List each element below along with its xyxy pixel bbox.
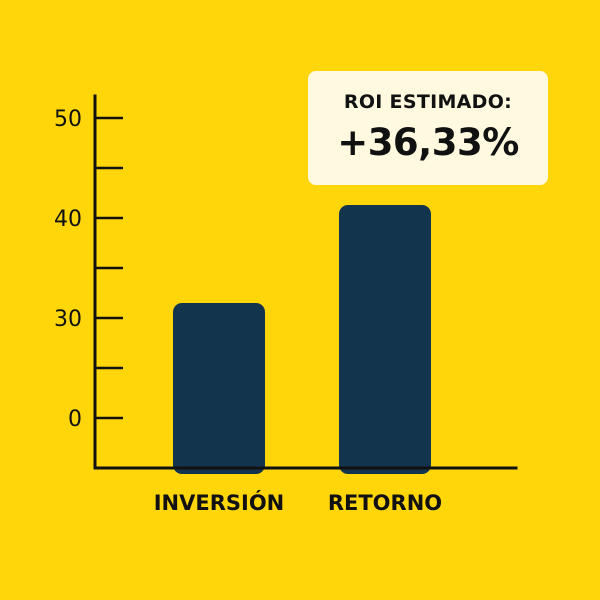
y-tick-label: 30: [54, 307, 82, 332]
bar-inversion: [173, 303, 265, 474]
y-tick-label: 0: [68, 407, 82, 432]
roi-callout: ROI ESTIMADO: +36,33%: [308, 71, 548, 185]
y-tick-label: 40: [54, 207, 82, 232]
x-category-label: INVERSIÓN: [154, 490, 285, 515]
y-tick-label: 50: [54, 107, 82, 132]
roi-value: +36,33%: [337, 121, 519, 164]
roi-label: ROI ESTIMADO:: [343, 91, 513, 113]
x-category-label: RETORNO: [328, 491, 442, 515]
bar-retorno: [339, 205, 431, 474]
